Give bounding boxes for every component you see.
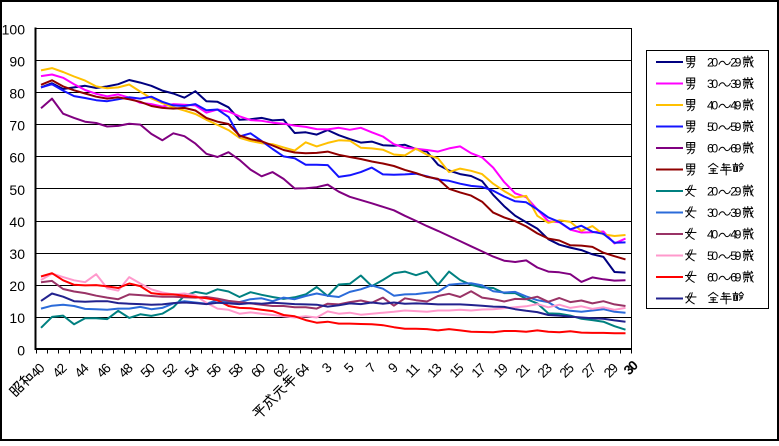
svg-text:40: 40 bbox=[707, 227, 718, 241]
svg-text:29: 29 bbox=[730, 55, 741, 69]
svg-text:20: 20 bbox=[9, 278, 25, 294]
svg-text:49: 49 bbox=[730, 227, 741, 241]
svg-text:69: 69 bbox=[730, 141, 741, 155]
svg-text:29: 29 bbox=[730, 184, 741, 198]
svg-text:40: 40 bbox=[707, 98, 718, 112]
svg-text:20: 20 bbox=[707, 184, 718, 198]
svg-text:90: 90 bbox=[9, 53, 25, 69]
svg-text:50: 50 bbox=[707, 120, 718, 134]
svg-text:30: 30 bbox=[707, 77, 718, 91]
svg-text:20: 20 bbox=[707, 55, 718, 69]
svg-text:59: 59 bbox=[730, 249, 741, 263]
svg-text:60: 60 bbox=[707, 270, 718, 284]
svg-text:100: 100 bbox=[2, 21, 26, 37]
svg-text:49: 49 bbox=[730, 98, 741, 112]
svg-text:60: 60 bbox=[707, 141, 718, 155]
svg-text:0: 0 bbox=[17, 342, 25, 358]
svg-text:80: 80 bbox=[9, 86, 25, 102]
svg-text:70: 70 bbox=[9, 118, 25, 134]
svg-text:59: 59 bbox=[730, 120, 741, 134]
svg-text:50: 50 bbox=[707, 249, 718, 263]
svg-text:30: 30 bbox=[707, 206, 718, 220]
svg-text:39: 39 bbox=[730, 77, 741, 91]
svg-text:10: 10 bbox=[9, 310, 25, 326]
svg-text:60: 60 bbox=[9, 150, 25, 166]
svg-text:40: 40 bbox=[9, 214, 25, 230]
svg-text:30: 30 bbox=[9, 246, 25, 262]
svg-text:50: 50 bbox=[9, 182, 25, 198]
svg-text:39: 39 bbox=[730, 206, 741, 220]
svg-text:69: 69 bbox=[730, 270, 741, 284]
